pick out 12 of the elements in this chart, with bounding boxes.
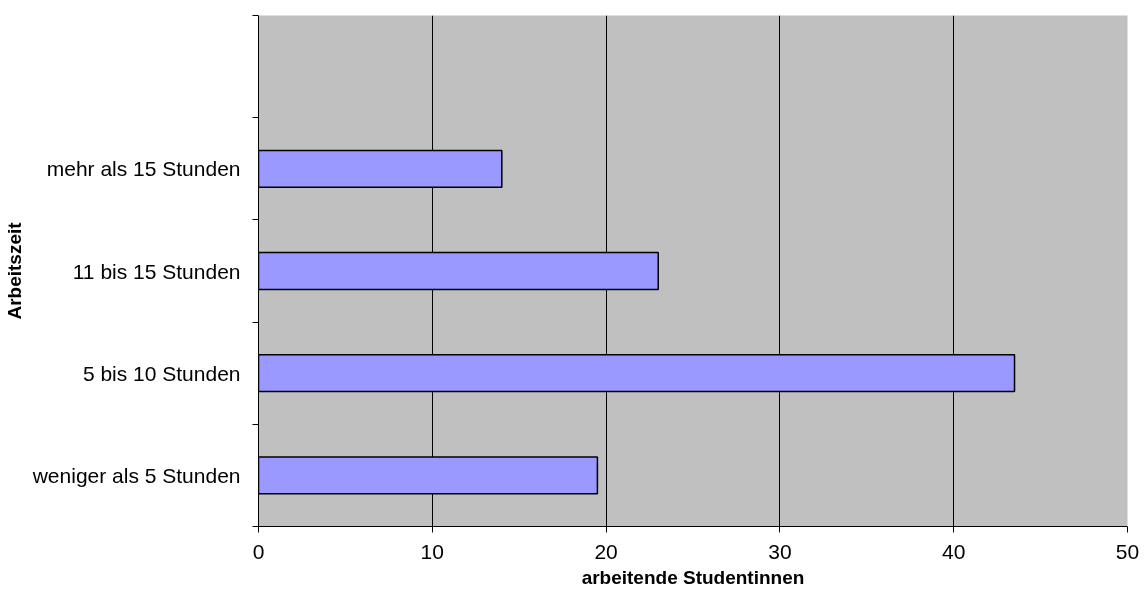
y-tick-label: 5 bis 10 Stunden (82, 361, 241, 385)
y-tick-label: 11 bis 15 Stunden (72, 259, 241, 283)
x-tick-label: 40 (942, 539, 966, 563)
x-tick-label: 50 (1115, 539, 1140, 563)
x-tick-label: 0 (252, 539, 265, 563)
y-axis-title: Arbeitszeit (3, 221, 25, 320)
x-tick-label: 20 (594, 539, 618, 563)
x-tick-label: 10 (420, 539, 444, 563)
x-axis-title: arbeitende Studentinnen (581, 566, 805, 588)
x-tick-label: 30 (768, 539, 792, 563)
y-tick-label: weniger als 5 Stunden (31, 463, 241, 487)
y-tick-label: mehr als 15 Stunden (46, 157, 241, 181)
